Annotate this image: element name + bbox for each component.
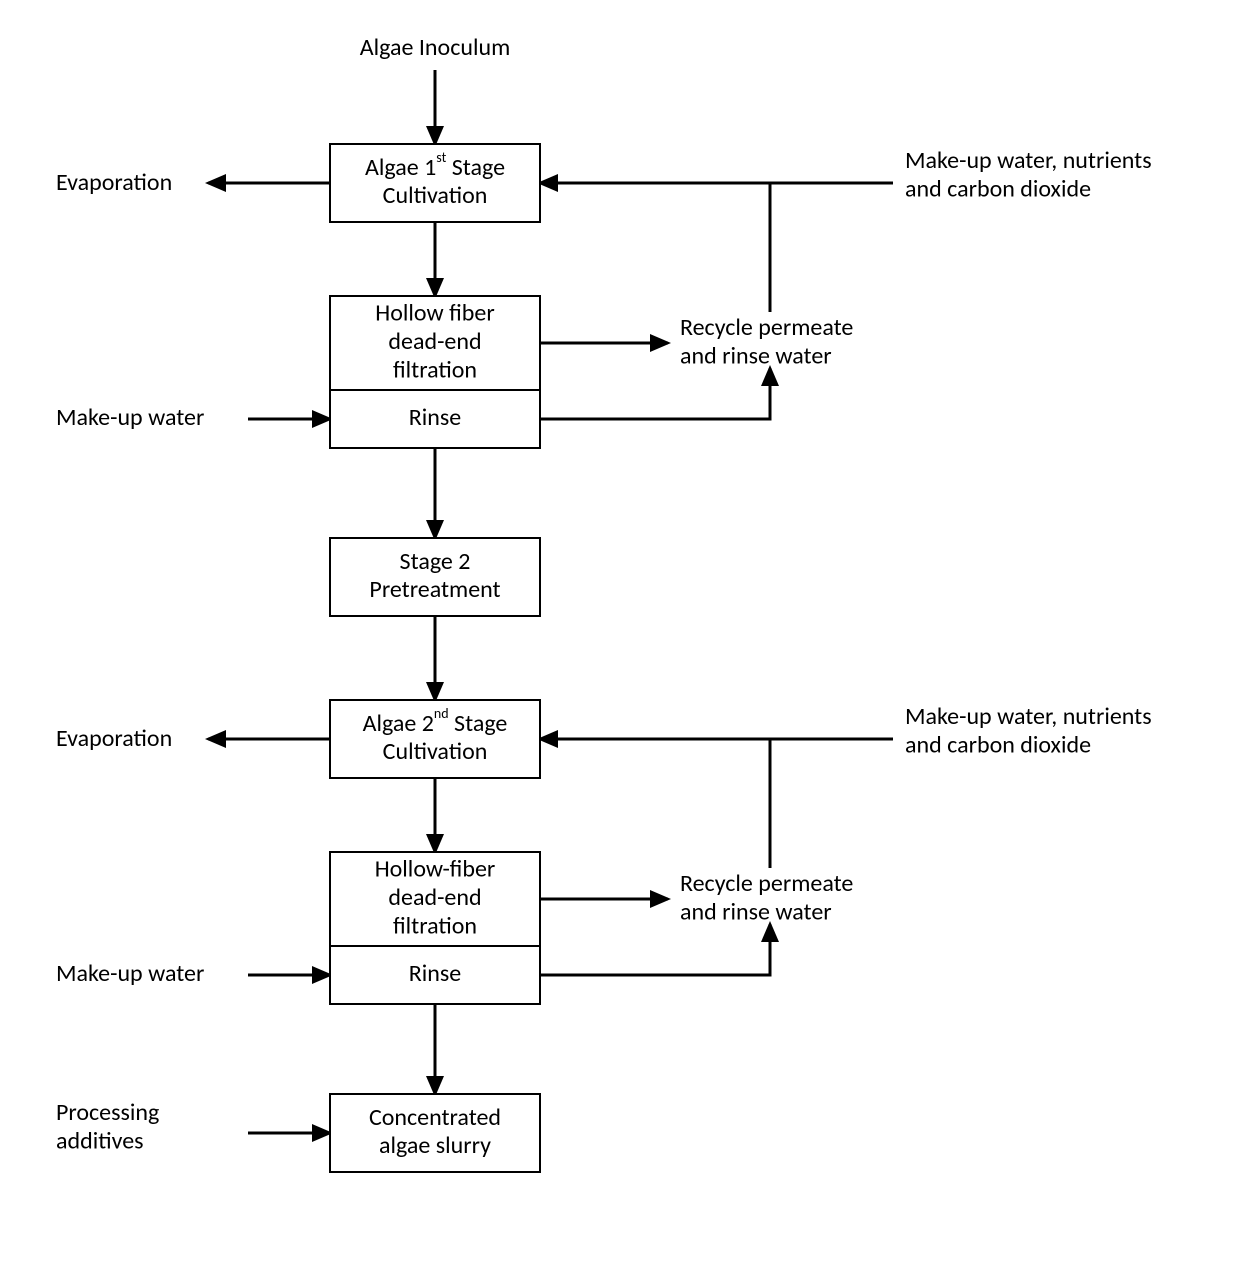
node-rinse1: Rinse	[330, 390, 540, 448]
node-label-rinse2: Rinse	[409, 959, 462, 988]
node-filt2: Hollow-fiberdead-endfiltration	[330, 852, 540, 946]
label-recyc1: Recycle permeateand rinse water	[680, 313, 853, 370]
label-evap1: Evaporation	[56, 168, 172, 197]
node-cult2: Algae 2nd StageCultivation	[330, 700, 540, 778]
node-label-cult1: Algae 1st StageCultivation	[365, 150, 505, 210]
label-evap2: Evaporation	[56, 724, 172, 753]
edge-e_r2_rec	[540, 924, 770, 975]
node-pretx: Stage 2Pretreatment	[330, 538, 540, 616]
label-supply2: Make-up water, nutrientsand carbon dioxi…	[905, 702, 1152, 759]
flowchart: Algae 1st StageCultivation Hollow fiberde…	[0, 0, 1240, 1278]
node-cult1: Algae 1st StageCultivation	[330, 144, 540, 222]
labels-layer: Algae Inoculum Evaporation Make-up water Ma…	[56, 33, 1152, 1155]
label-addtv: Processingadditives	[56, 1098, 159, 1155]
node-slurry: Concentratedalgae slurry	[330, 1094, 540, 1172]
label-recyc2: Recycle permeateand rinse water	[680, 869, 853, 926]
edges-layer	[208, 70, 893, 1133]
label-makeup2: Make-up water	[56, 959, 204, 988]
node-label-slurry: Concentratedalgae slurry	[369, 1103, 501, 1160]
label-supply1: Make-up water, nutrientsand carbon dioxi…	[905, 146, 1152, 203]
node-label-filt1: Hollow fiberdead-endfiltration	[375, 298, 494, 384]
label-inoc: Algae Inoculum	[360, 33, 510, 62]
edge-e_r1_rec	[540, 368, 770, 419]
node-rinse2: Rinse	[330, 946, 540, 1004]
node-filt1: Hollow fiberdead-endfiltration	[330, 296, 540, 390]
node-label-rinse1: Rinse	[409, 403, 462, 432]
label-makeup1: Make-up water	[56, 403, 204, 432]
